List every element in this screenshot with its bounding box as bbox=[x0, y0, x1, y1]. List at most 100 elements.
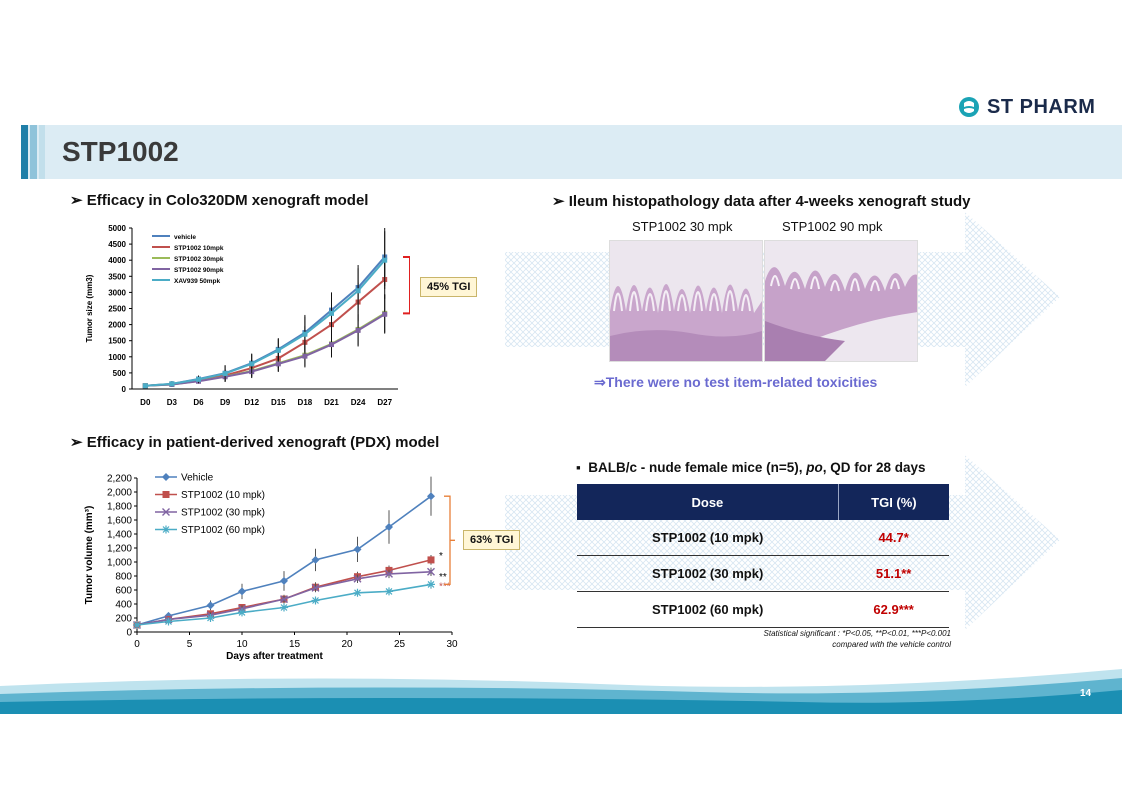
y-tick-label: 400 bbox=[115, 600, 132, 611]
data-point bbox=[427, 556, 435, 564]
colo-heading-text: Efficacy in Colo320DM xenograft model bbox=[86, 192, 369, 209]
data-point bbox=[275, 347, 281, 353]
histology-right-label: STP1002 90 mpk bbox=[782, 219, 883, 234]
data-point bbox=[280, 595, 288, 604]
table-row: STP1002 (60 mpk) 62.9*** bbox=[577, 591, 949, 628]
y-tick-label: 1,600 bbox=[107, 516, 132, 527]
significance-mark: *** bbox=[439, 581, 451, 592]
data-point bbox=[427, 567, 435, 576]
x-tick-label: D24 bbox=[351, 398, 366, 407]
x-tick-label: 25 bbox=[394, 639, 406, 650]
data-point bbox=[382, 257, 388, 263]
title-accent bbox=[30, 125, 37, 179]
series-line bbox=[145, 312, 386, 387]
colo-tgi-label: 45% TGI bbox=[420, 277, 478, 297]
section-heading-colo: ➢ Efficacy in Colo320DM xenograft model bbox=[70, 192, 369, 209]
tgi-table: Dose TGI (%) STP1002 (10 mpk) 44.7* STP1… bbox=[577, 484, 949, 628]
legend-label: XAV939 50mpk bbox=[174, 278, 221, 285]
series-line bbox=[145, 259, 386, 387]
data-point bbox=[302, 353, 308, 359]
data-point bbox=[238, 608, 246, 617]
data-point bbox=[355, 288, 361, 294]
y-tick-label: 2000 bbox=[108, 321, 126, 330]
significance-mark: ** bbox=[439, 572, 447, 583]
x-tick-label: D21 bbox=[324, 398, 339, 407]
data-point bbox=[311, 583, 320, 592]
x-tick-label: D3 bbox=[167, 398, 178, 407]
bullet-text-post: , QD for 28 days bbox=[822, 460, 926, 475]
page-number: 14 bbox=[1080, 688, 1092, 699]
y-tick-label: 4000 bbox=[108, 256, 126, 265]
y-tick-label: 4500 bbox=[108, 240, 126, 249]
data-point bbox=[206, 601, 215, 610]
data-point bbox=[355, 327, 361, 333]
x-tick-label: 0 bbox=[134, 639, 140, 650]
data-point bbox=[162, 525, 170, 534]
toxicity-note: ⇒There were no test item-related toxicit… bbox=[594, 374, 878, 390]
data-point bbox=[353, 574, 362, 583]
legend-label: STP1002 (30 mpk) bbox=[181, 508, 265, 519]
histology-image-30mpk bbox=[609, 240, 763, 362]
data-point bbox=[311, 555, 320, 564]
y-tick-label: 800 bbox=[115, 572, 132, 583]
data-point bbox=[196, 376, 201, 382]
x-tick-label: D18 bbox=[298, 398, 313, 407]
y-tick-label: 600 bbox=[115, 586, 132, 597]
table-header-tgi: TGI (%) bbox=[837, 484, 949, 520]
legend-label: STP1002 (60 mpk) bbox=[181, 525, 265, 536]
data-point bbox=[133, 621, 141, 629]
statistics-note-line1: Statistical significant : *P<0.05, **P<0… bbox=[763, 629, 951, 638]
bullet-text-po: po bbox=[806, 460, 823, 475]
histology-left-label: STP1002 30 mpk bbox=[632, 219, 733, 234]
data-point bbox=[302, 331, 308, 337]
y-tick-label: 3000 bbox=[108, 288, 126, 297]
statistics-note-line2: compared with the vehicle control bbox=[832, 640, 951, 649]
y-tick-label: 1500 bbox=[108, 337, 126, 346]
x-tick-label: 10 bbox=[236, 639, 248, 650]
data-point bbox=[385, 569, 393, 578]
data-point bbox=[311, 596, 320, 605]
data-point bbox=[329, 310, 334, 316]
x-tick-label: 5 bbox=[187, 639, 193, 650]
x-tick-label: D6 bbox=[193, 398, 204, 407]
legend-label: STP1002 90mpk bbox=[174, 267, 224, 274]
data-point bbox=[329, 342, 334, 348]
table-header-row: Dose TGI (%) bbox=[577, 484, 949, 520]
study-design-bullet: ▪ BALB/c - nude female mice (n=5), po, Q… bbox=[576, 460, 926, 475]
tgi-bracket bbox=[444, 495, 455, 586]
section-heading-pdx: ➢ Efficacy in patient-derived xenograft … bbox=[70, 434, 440, 451]
legend-label: STP1002 30mpk bbox=[174, 256, 224, 263]
data-point bbox=[353, 545, 362, 554]
bullet-text-pre: BALB/c - nude female mice (n=5), bbox=[588, 460, 807, 475]
y-tick-label: 2,200 bbox=[107, 474, 132, 485]
y-tick-label: 0 bbox=[126, 628, 132, 639]
data-point bbox=[280, 603, 288, 612]
table-cell-dose: STP1002 (10 mpk) bbox=[577, 520, 839, 556]
y-tick-label: 3500 bbox=[108, 272, 126, 281]
pdx-heading-text: Efficacy in patient-derived xenograft (P… bbox=[86, 434, 440, 451]
y-tick-label: 1000 bbox=[108, 353, 126, 362]
data-point bbox=[162, 473, 170, 481]
ileum-heading-text: Ileum histopathology data after 4-weeks … bbox=[568, 193, 971, 210]
title-bar bbox=[21, 125, 1122, 179]
y-tick-label: 1,200 bbox=[107, 544, 132, 555]
table-cell-tgi: 62.9*** bbox=[838, 591, 949, 628]
x-tick-label: D9 bbox=[220, 398, 231, 407]
data-point bbox=[162, 508, 170, 516]
legend-label: Vehicle bbox=[181, 473, 214, 484]
statistics-note: Statistical significant : *P<0.05, **P<0… bbox=[640, 628, 951, 650]
y-tick-label: 2500 bbox=[108, 305, 126, 314]
colo-xenograft-chart: 0 500 1000 1500 2000 2500 3000 3500 4000 4500 5000… bbox=[85, 224, 410, 407]
y-tick-label: 5000 bbox=[108, 224, 126, 233]
logo-text: ST PHARM bbox=[987, 95, 1096, 118]
data-point bbox=[353, 588, 362, 597]
data-point bbox=[142, 383, 148, 389]
y-axis-label: Tumor size (mm3) bbox=[85, 274, 94, 342]
x-tick-label: D0 bbox=[140, 398, 151, 407]
pdx-tgi-label: 63% TGI bbox=[463, 530, 521, 550]
y-axis-label: Tumor volume (mm³) bbox=[84, 506, 95, 605]
legend-label: vehicle bbox=[174, 234, 196, 241]
table-cell-tgi: 51.1** bbox=[838, 555, 949, 592]
table-cell-tgi: 44.7* bbox=[838, 520, 949, 556]
legend-label: STP1002 (10 mpk) bbox=[181, 490, 265, 501]
